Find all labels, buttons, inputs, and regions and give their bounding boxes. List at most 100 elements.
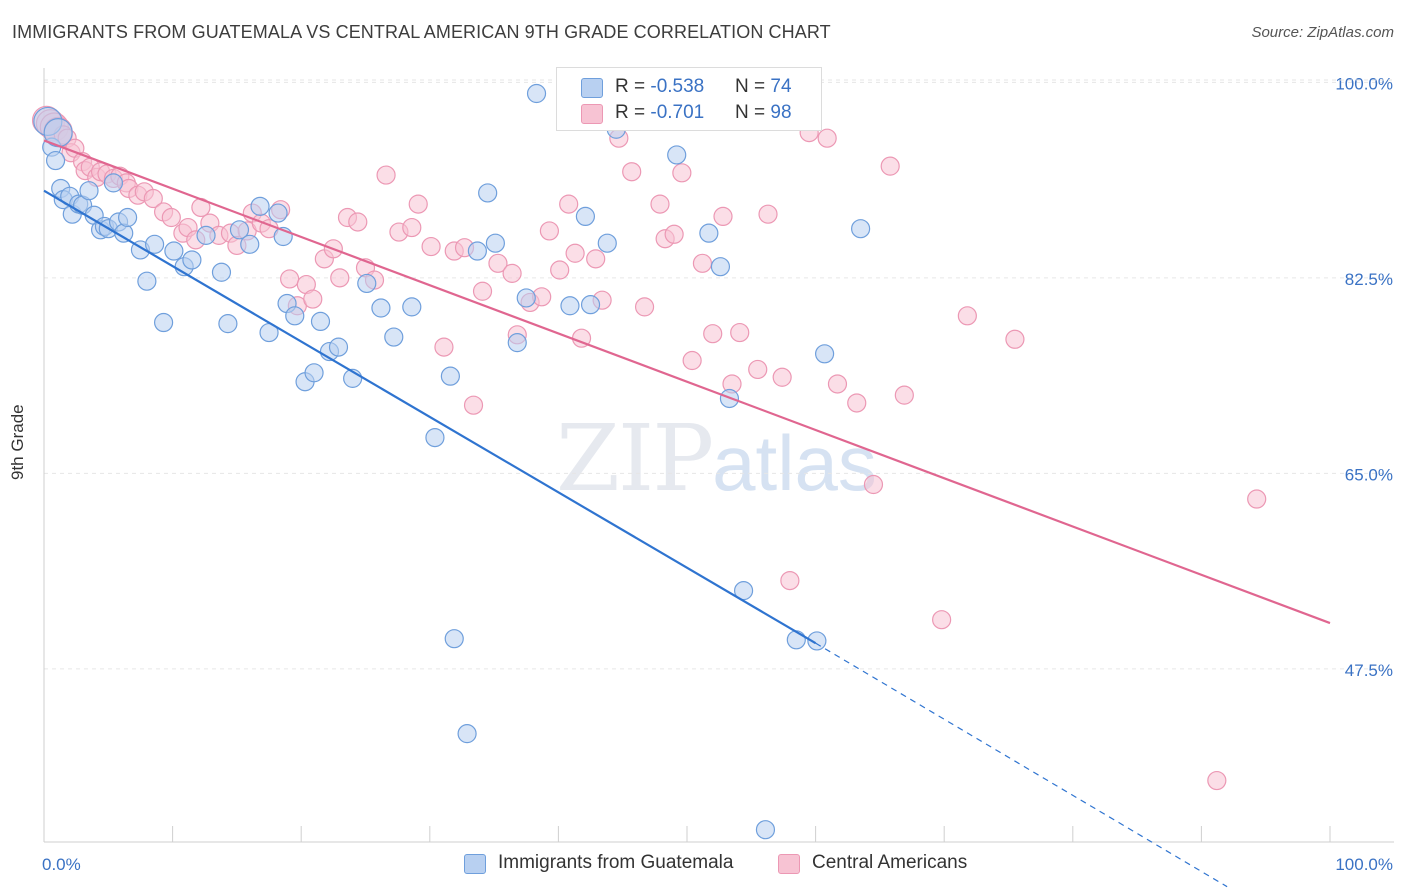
central-americans-point (730, 322, 750, 343)
guatemala-point (45, 150, 66, 171)
guatemala-point (164, 241, 184, 261)
guatemala-point (79, 181, 99, 201)
guatemala-point (516, 288, 536, 308)
legend-n-central: N = 98 (735, 102, 792, 124)
legend-swatch-pink (581, 104, 603, 124)
bottom-legend-label-central: Central Americans (812, 852, 968, 873)
central-americans-point (565, 243, 585, 263)
watermark-atlas: atlas (712, 419, 877, 507)
guatemala-point (137, 271, 157, 291)
guatemala-point (507, 333, 527, 353)
guatemala-point (304, 363, 324, 383)
watermark-zip: ZIP (556, 405, 714, 512)
central-americans-point (559, 194, 579, 214)
legend-r-central: R = -0.701 (615, 102, 704, 124)
guatemala-point (103, 173, 124, 193)
guatemala-point (440, 366, 460, 386)
guatemala-point (699, 223, 719, 243)
legend-r-value: -0.701 (650, 102, 705, 123)
central-americans-point (408, 194, 428, 214)
x-tick-label-start: 0.0% (42, 855, 81, 874)
guatemala-point (467, 241, 487, 261)
guatemala-point (560, 296, 580, 316)
bottom-legend-swatch-blue (464, 854, 486, 874)
guatemala-point (526, 83, 547, 104)
central-americans-point (692, 253, 713, 273)
central-americans-point (817, 128, 837, 148)
guatemala-point (384, 327, 404, 347)
chart-title: IMMIGRANTS FROM GUATEMALA VS CENTRAL AME… (12, 22, 831, 42)
central-americans-point (847, 393, 867, 413)
guatemala-point (667, 145, 687, 165)
guatemala-point (196, 225, 216, 245)
guatemala-point (328, 337, 349, 357)
guatemala-point (371, 298, 391, 318)
central-americans-point (703, 324, 723, 344)
y-tick-label: 100.0% (1335, 74, 1393, 93)
central-americans-point (672, 163, 692, 183)
legend-n-label: N = (735, 102, 771, 123)
y-tick-label: 82.5% (1345, 270, 1393, 289)
legend-r-label: R = (615, 102, 651, 123)
guatemala-point (580, 295, 601, 315)
bottom-legend-label-guatemala: Immigrants from Guatemala (498, 852, 734, 873)
guatemala-point (807, 631, 827, 651)
correlation-legend: R = -0.538 N = 74 R = -0.701 N = 98 (556, 67, 822, 131)
central-americans-point (161, 207, 181, 228)
central-americans-point (303, 289, 323, 309)
central-americans-point (539, 221, 559, 241)
central-americans-point (421, 236, 441, 257)
bottom-legend-swatch-pink (778, 854, 800, 874)
guatemala-point (733, 581, 754, 601)
guatemala-point (229, 220, 250, 240)
central-americans-point (622, 162, 642, 182)
legend-n-value: 98 (770, 102, 792, 123)
guatemala-point (153, 312, 174, 333)
central-americans-point (348, 212, 368, 232)
central-americans-point (434, 337, 454, 357)
central-americans-point (143, 188, 163, 209)
x-tick-label-end: 100.0% (1335, 855, 1393, 874)
central-americans-point (330, 268, 350, 288)
guatemala-point (444, 629, 464, 649)
legend-n-guatemala: N = 74 (735, 76, 792, 98)
guatemala-point (117, 207, 138, 228)
central-americans-point (748, 359, 768, 380)
guatemala-point (268, 203, 288, 223)
guatemala-point (786, 630, 806, 650)
guatemala-point (710, 257, 731, 277)
central-americans-point (488, 253, 508, 273)
guatemala-point (457, 724, 477, 744)
guatemala-point (478, 183, 498, 203)
central-americans-point (280, 269, 300, 289)
central-americans-point (1005, 329, 1025, 349)
guatemala-trend-extension (815, 642, 1228, 888)
guatemala-point (240, 234, 260, 254)
central-americans-point (502, 263, 522, 283)
legend-r-value: -0.538 (650, 76, 705, 97)
central-americans-point (863, 474, 884, 495)
legend-r-guatemala: R = -0.538 (615, 76, 704, 98)
guatemala-point (310, 311, 331, 332)
guatemala-point (597, 233, 617, 253)
guatemala-trend-line (43, 189, 817, 645)
guatemala-point (250, 196, 270, 216)
central-americans-point (682, 350, 702, 371)
y-tick-label: 65.0% (1345, 465, 1393, 484)
y-axis-label: 9th Grade (8, 404, 27, 480)
central-americans-point (758, 204, 778, 224)
central-americans-point (772, 367, 792, 387)
legend-n-label: N = (735, 76, 771, 97)
central-americans-point (713, 206, 733, 226)
central-americans-point (376, 165, 396, 185)
chart-source: Source: ZipAtlas.com (1251, 24, 1394, 41)
guatemala-point (211, 262, 232, 282)
central-americans-point (1207, 770, 1227, 791)
watermark: ZIPatlas (556, 405, 877, 512)
guatemala-point (425, 427, 445, 448)
central-americans-trend-line (43, 139, 1331, 625)
central-americans-point (472, 281, 493, 301)
guatemala-point (402, 297, 422, 317)
central-americans-point (1247, 489, 1267, 509)
